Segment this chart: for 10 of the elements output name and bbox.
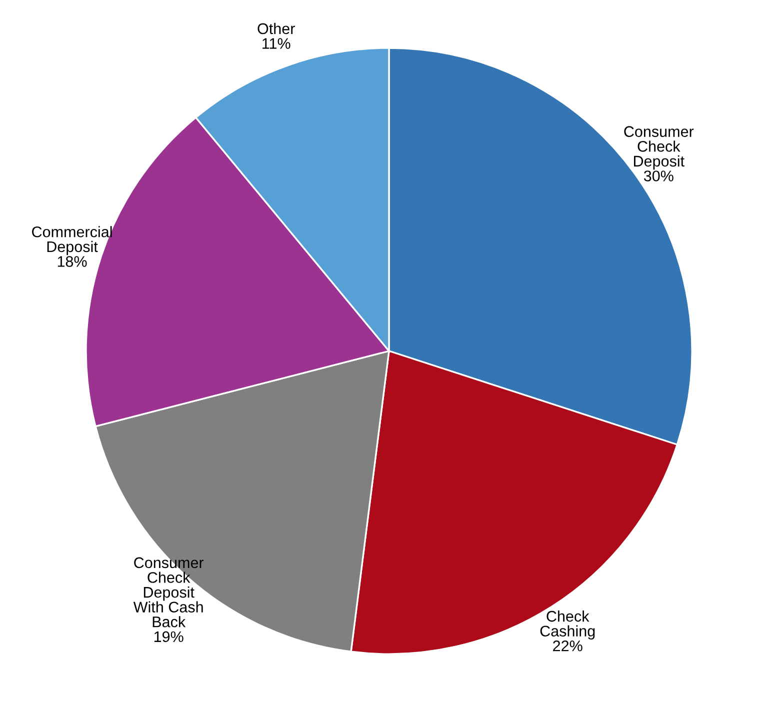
slice-label: Check Cashing bbox=[540, 610, 595, 640]
slice-label: Commercial Deposit bbox=[32, 226, 112, 256]
data-label: 11% bbox=[262, 38, 290, 49]
data-label: 18% bbox=[58, 256, 87, 267]
slice-label: Consumer Check Deposit With Cash Back bbox=[133, 557, 204, 628]
data-label: 19% bbox=[154, 631, 184, 642]
slice-label: Consumer Check Deposit bbox=[624, 126, 694, 170]
data-label: 30% bbox=[644, 170, 674, 182]
data-label: 22% bbox=[553, 640, 582, 652]
slice-label: Other bbox=[258, 22, 295, 34]
